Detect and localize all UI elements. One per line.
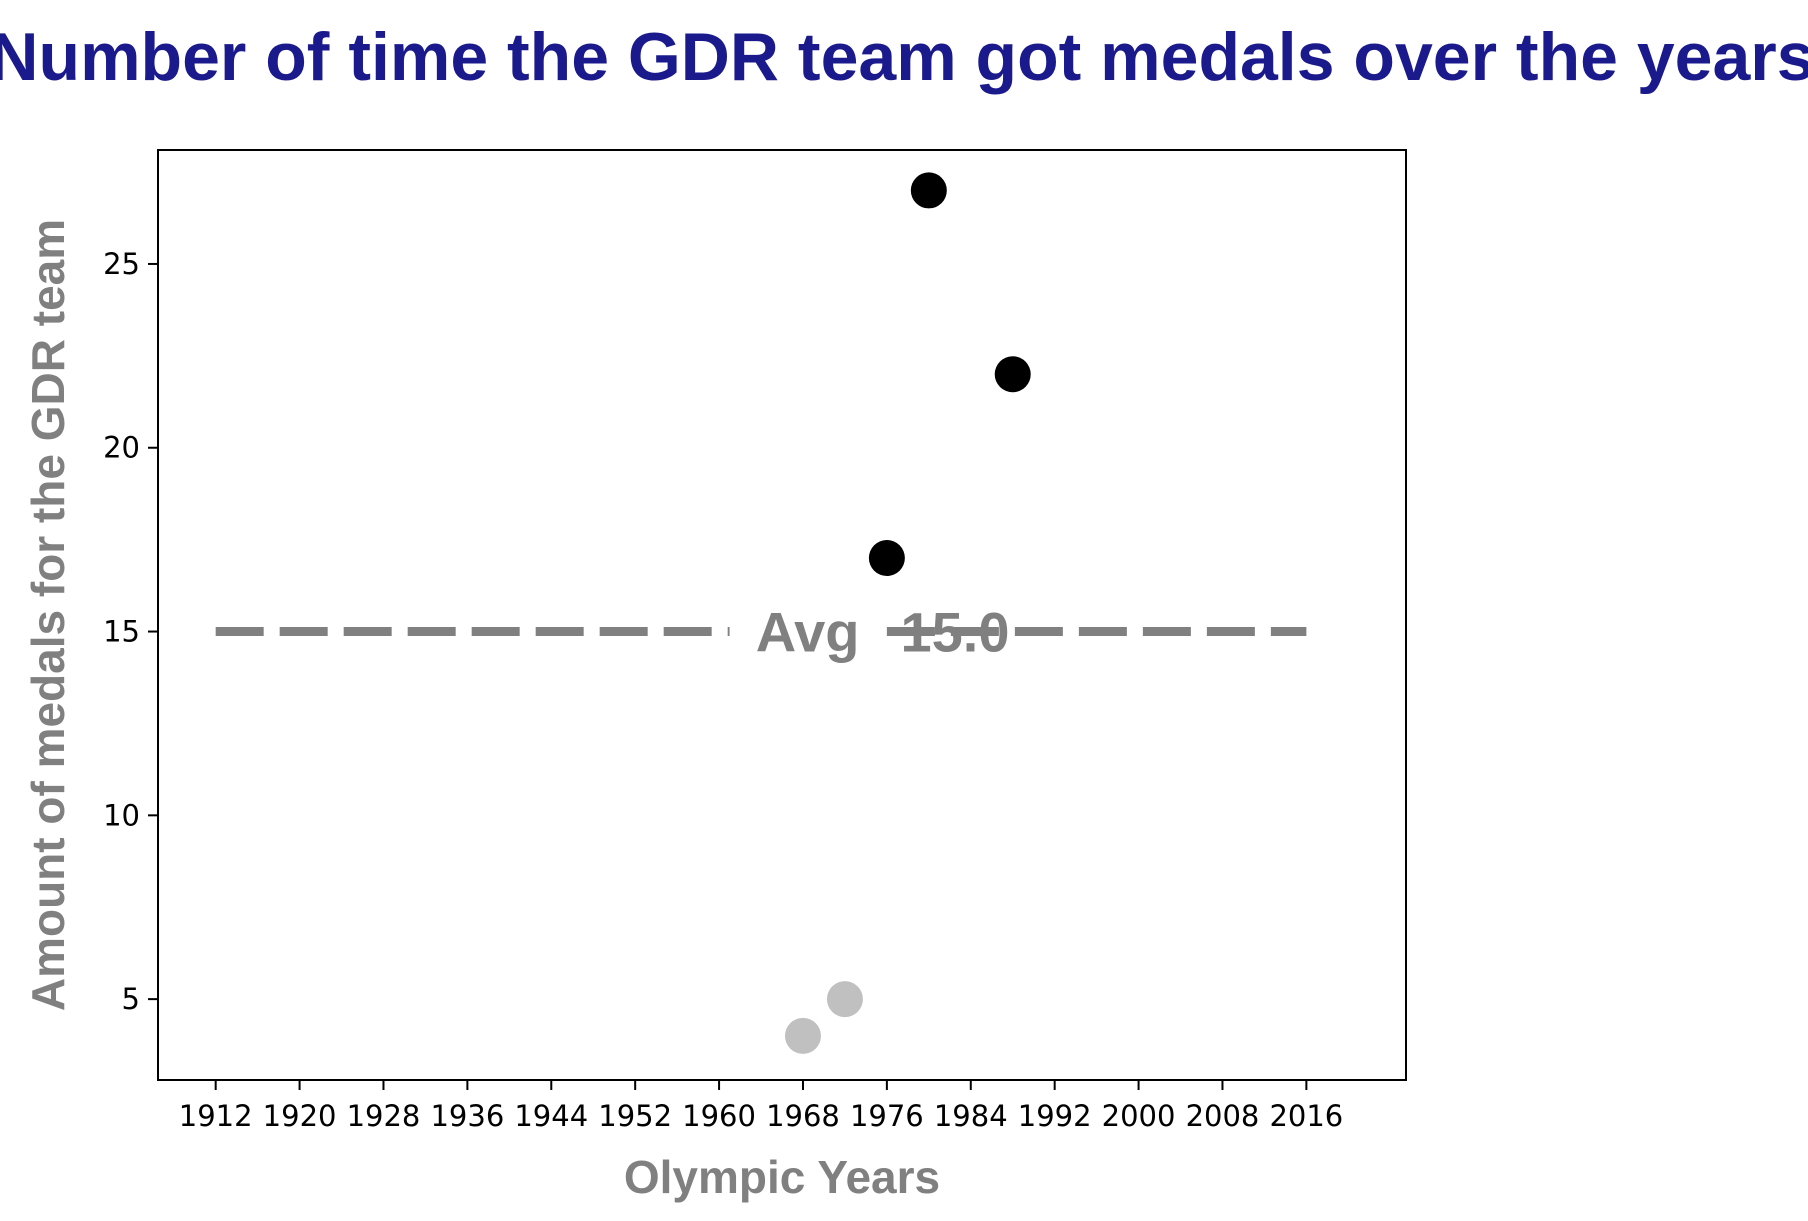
y-tick-label: 10: [103, 798, 140, 832]
x-axis-ticks: 1912 1920 1928 1936 1944 1952 1960 1968 1976 1984…: [179, 1080, 1343, 1133]
x-tick-label: 1960: [682, 1099, 756, 1133]
x-tick-label: 2016: [1269, 1099, 1343, 1133]
scatter-point: [784, 1017, 821, 1054]
average-line-group: Avg 15.0: [215, 601, 1307, 664]
average-label-value: 15.0: [901, 601, 1010, 664]
plot-frame: [157, 149, 1407, 1081]
x-tick-label: 1984: [934, 1099, 1008, 1133]
x-tick-label: 1992: [1018, 1099, 1092, 1133]
chart-title: Number of time the GDR team got medals o…: [0, 19, 1808, 95]
x-tick-label: 1928: [347, 1099, 421, 1133]
scatter-point: [910, 172, 947, 209]
y-axis-ticks: 5 10 15 20 25: [103, 247, 158, 1016]
x-axis-label: Olympic Years: [624, 1151, 940, 1203]
y-tick-label: 20: [103, 431, 140, 465]
y-tick-label: 15: [103, 615, 140, 649]
x-tick-label: 1936: [430, 1099, 504, 1133]
y-tick-label: 5: [122, 982, 140, 1016]
scatter-point: [826, 981, 863, 1018]
x-tick-label: 1912: [179, 1099, 253, 1133]
scatter-points: [784, 172, 1031, 1054]
y-tick-label: 25: [103, 247, 140, 281]
plot-area: Avg 15.0 1912 1920 1928 1936 1944 1952 1960 1968…: [103, 149, 1407, 1133]
x-tick-label: 1976: [850, 1099, 924, 1133]
x-tick-label: 1920: [263, 1099, 337, 1133]
scatter-point: [994, 356, 1031, 393]
x-tick-label: 2008: [1186, 1099, 1260, 1133]
x-tick-label: 1944: [514, 1099, 588, 1133]
x-tick-label: 2000: [1102, 1099, 1176, 1133]
y-axis-label: Amount of medals for the GDR team: [22, 219, 74, 1011]
scatter-point: [868, 540, 905, 577]
average-label-prefix: Avg: [756, 601, 860, 664]
x-tick-label: 1968: [766, 1099, 840, 1133]
x-tick-label: 1952: [598, 1099, 672, 1133]
